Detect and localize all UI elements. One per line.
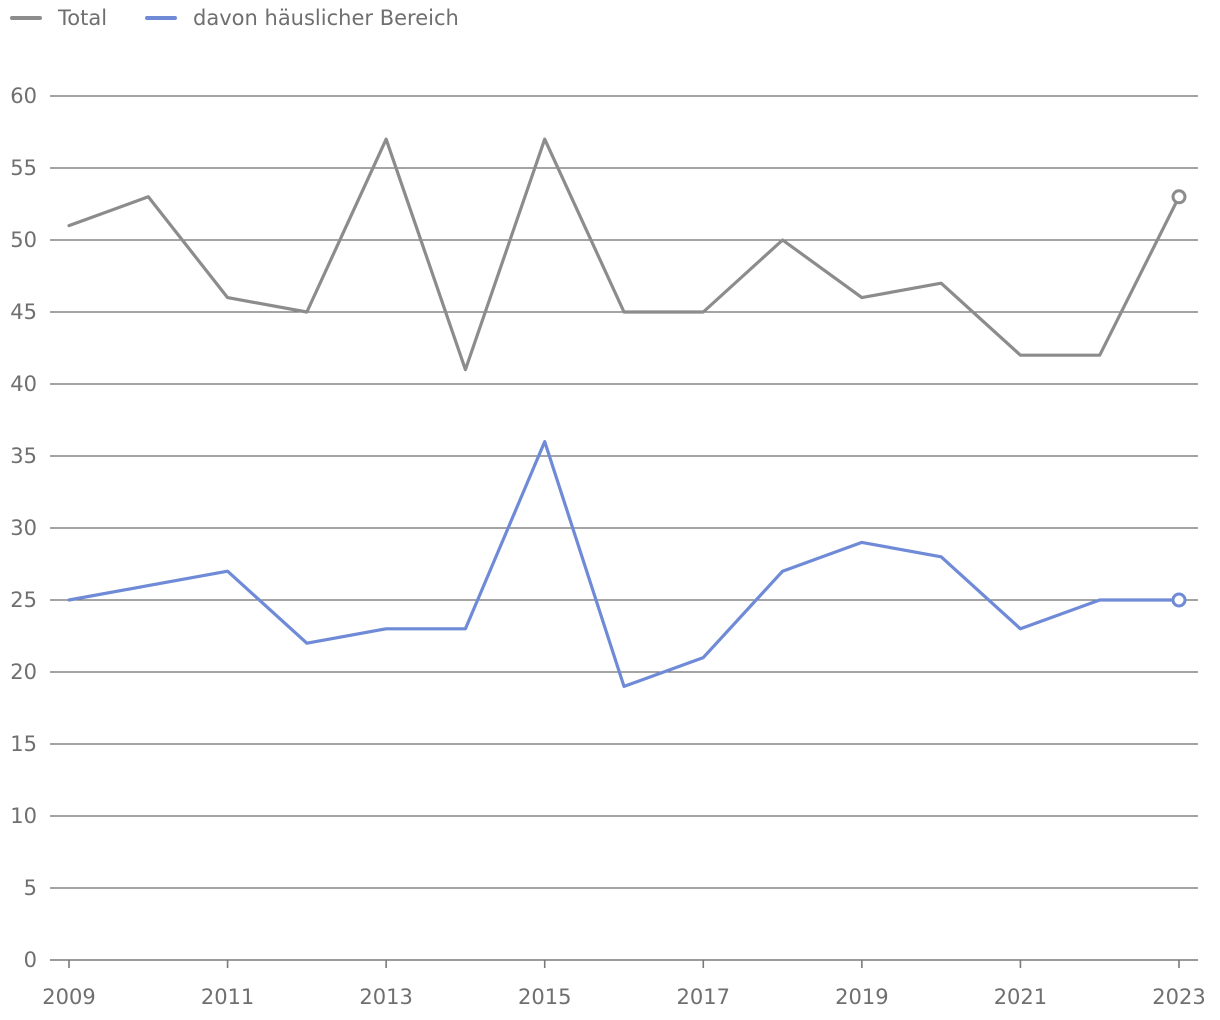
x-tick-label: 2009	[42, 985, 95, 1009]
y-tick-label: 10	[10, 804, 37, 828]
x-tick-label: 2017	[677, 985, 730, 1009]
x-tick-label: 2023	[1152, 985, 1205, 1009]
legend-item-total[interactable]: Total	[10, 6, 107, 30]
series-line-total[interactable]	[67, 137, 1181, 372]
chart-legend: Total davon häuslicher Bereich	[10, 4, 497, 32]
y-tick-label: 60	[10, 84, 37, 108]
y-tick-label: 55	[10, 156, 37, 180]
y-tick-label: 25	[10, 588, 37, 612]
y-tick-label: 50	[10, 228, 37, 252]
y-tick-label: 45	[10, 300, 37, 324]
series-line-haeuslich[interactable]	[67, 440, 1181, 689]
y-tick-label: 20	[10, 660, 37, 684]
x-tick-label: 2015	[518, 985, 571, 1009]
x-tick-label: 2013	[359, 985, 412, 1009]
x-axis: 2009 2011 2013 2015 2017 2019 2021 2023	[42, 960, 1206, 1009]
x-tick-label: 2019	[835, 985, 888, 1009]
series-end-marker-total[interactable]	[1171, 189, 1187, 205]
legend-swatch-total	[10, 16, 42, 20]
y-tick-label: 0	[24, 948, 37, 972]
legend-swatch-haeuslich	[145, 16, 178, 20]
y-axis: 0 5 10 15 20 25 30 35 40 45 50 55 60	[10, 84, 37, 972]
y-tick-label: 40	[10, 372, 37, 396]
y-tick-label: 35	[10, 444, 37, 468]
series-layer	[67, 137, 1187, 689]
legend-label-haeuslich: davon häuslicher Bereich	[193, 6, 459, 30]
gridlines	[50, 95, 1198, 961]
x-tick-label: 2011	[201, 985, 254, 1009]
y-tick-label: 15	[10, 732, 37, 756]
x-tick-label: 2021	[994, 985, 1047, 1009]
series-end-marker-haeuslich[interactable]	[1171, 592, 1187, 608]
y-tick-label: 5	[24, 876, 37, 900]
legend-item-haeuslich[interactable]: davon häuslicher Bereich	[145, 6, 459, 30]
legend-label-total: Total	[58, 6, 108, 30]
y-tick-label: 30	[10, 516, 37, 540]
